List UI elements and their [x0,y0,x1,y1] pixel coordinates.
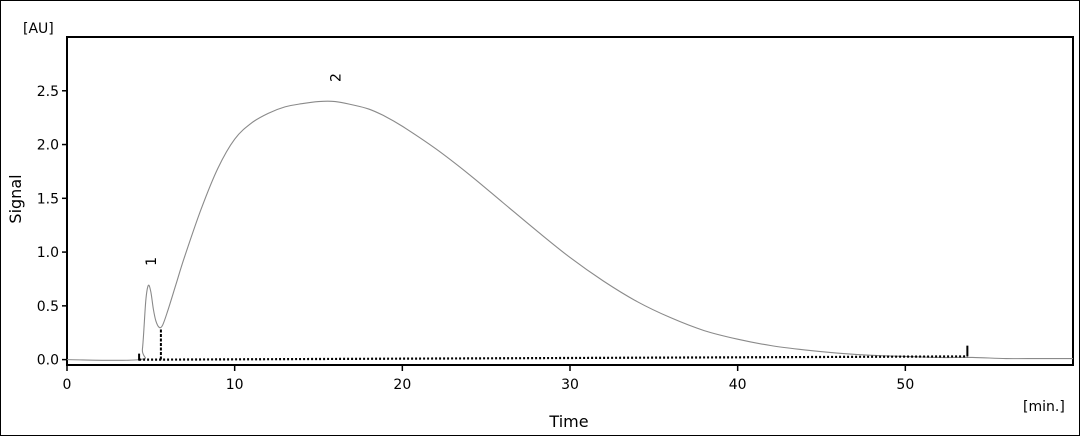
y-tick-label: 1.0 [37,245,59,261]
y-axis-ticks: 0.0 0.5 1.0 1.5 2.0 2.5 [37,84,67,369]
y-tick-label: 0.5 [37,299,59,315]
signal-trace [66,100,1073,361]
x-axis-title: Time [548,412,588,431]
integration-baseline [139,355,968,361]
y-tick-label: 2.5 [37,84,59,100]
x-tick-label: 20 [393,377,411,393]
x-axis-ticks: 0 10 20 30 40 50 [63,365,914,393]
plot-area [66,36,1074,366]
x-tick-label: 10 [226,377,244,393]
x-tick-label: 0 [63,377,72,393]
y-unit-label: [AU] [23,21,54,37]
y-axis-title: Signal [6,174,25,223]
x-tick-label: 50 [896,377,914,393]
y-tick-label: 1.5 [37,191,59,207]
y-tick-label: 0.0 [37,353,59,369]
x-unit-label: [min.] [1023,399,1065,415]
peak-label: 1 [144,257,160,266]
series-layer [66,100,1073,361]
peak-labels: 12 [144,73,344,266]
peak-label: 2 [328,73,344,82]
x-tick-label: 40 [729,377,747,393]
x-tick-label: 30 [561,377,579,393]
y-tick-label: 2.0 [37,138,59,154]
